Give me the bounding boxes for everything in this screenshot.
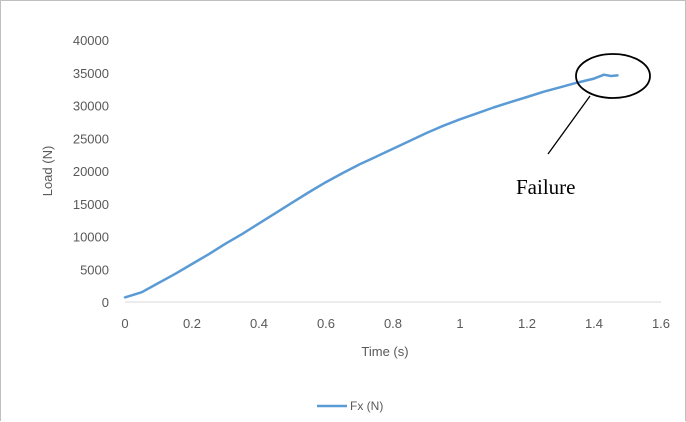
x-axis-ticks: 0 0.2 0.4 0.6 0.8 1 1.2 1.4 1.6 xyxy=(121,316,670,331)
x-axis-title: Time (s) xyxy=(361,344,408,359)
y-axis-title: Load (N) xyxy=(40,146,55,197)
failure-circle xyxy=(575,53,651,99)
y-axis-ticks: 0 5000 10000 15000 20000 25000 30000 35000 40000 xyxy=(73,33,109,310)
failure-annotation: Failure xyxy=(516,53,651,199)
y-tick-label: 40000 xyxy=(73,33,109,48)
legend-label-fx: Fx (N) xyxy=(350,399,383,413)
x-tick-label: 0 xyxy=(121,316,128,331)
x-tick-label: 0.2 xyxy=(183,316,201,331)
series-line-fx xyxy=(123,73,619,299)
failure-label: Failure xyxy=(516,175,575,199)
x-tick-label: 1 xyxy=(456,316,463,331)
y-tick-label: 0 xyxy=(102,295,109,310)
y-tick-label: 35000 xyxy=(73,66,109,81)
x-tick-label: 1.4 xyxy=(585,316,603,331)
x-tick-label: 0.8 xyxy=(384,316,402,331)
y-tick-label: 10000 xyxy=(73,230,109,245)
x-tick-label: 0.6 xyxy=(317,316,335,331)
failure-pointer-line xyxy=(547,95,591,155)
x-tick-label: 1.2 xyxy=(518,316,536,331)
y-tick-label: 30000 xyxy=(73,99,109,114)
y-tick-label: 25000 xyxy=(73,131,109,146)
y-tick-label: 20000 xyxy=(73,164,109,179)
x-tick-label: 1.6 xyxy=(652,316,670,331)
y-tick-label: 15000 xyxy=(73,197,109,212)
x-tick-label: 0.4 xyxy=(250,316,268,331)
legend: Fx (N) xyxy=(317,399,383,413)
y-tick-label: 5000 xyxy=(80,262,109,277)
